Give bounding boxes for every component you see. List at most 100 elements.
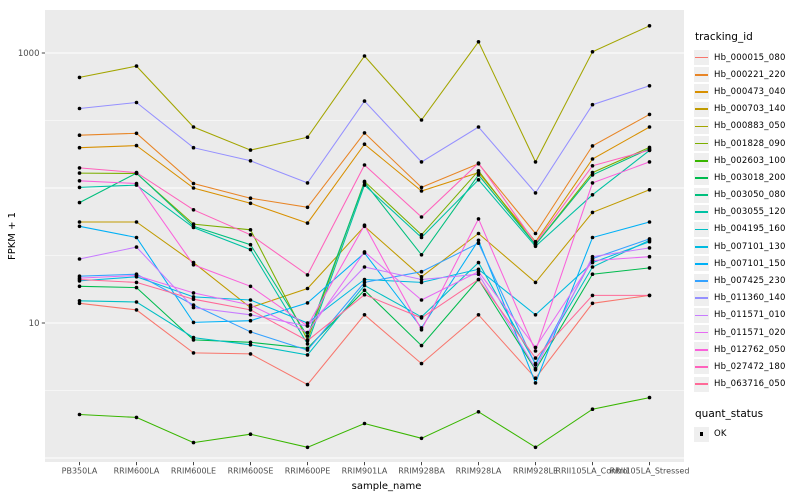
data-point: [590, 173, 595, 177]
x-tick-label: RRIM600SE: [228, 467, 274, 476]
legend-item-Hb_001828_090: Hb_001828_090: [694, 135, 800, 152]
data-point: [134, 280, 139, 285]
data-point: [590, 144, 595, 148]
legend-item-Hb_011571_020: Hb_011571_020: [694, 324, 800, 341]
data-point: [305, 353, 310, 357]
legend-item-Hb_007425_230: Hb_007425_230: [694, 272, 800, 289]
data-point: [647, 246, 652, 250]
data-point: [647, 220, 652, 224]
data-point: [533, 381, 538, 385]
data-point: [590, 235, 595, 240]
data-point: [362, 163, 367, 167]
data-point: [362, 223, 367, 227]
data-point: [647, 395, 652, 400]
legend-line-sample: [695, 228, 708, 231]
data-point: [77, 166, 82, 170]
data-point: [419, 235, 424, 240]
data-point: [419, 275, 424, 279]
legend-key-swatch: [694, 273, 709, 289]
legend-line-sample: [695, 177, 708, 179]
data-point: [533, 244, 538, 249]
data-point: [77, 179, 82, 183]
data-point: [134, 235, 139, 240]
legend-item-label: Hb_007425_230: [714, 276, 786, 287]
data-point: [248, 352, 253, 356]
data-point: [476, 313, 481, 317]
data-point: [533, 376, 538, 381]
data-point: [419, 215, 424, 219]
data-point: [248, 308, 253, 312]
legend-item-Hb_000221_220: Hb_000221_220: [694, 66, 800, 83]
data-point: [134, 131, 139, 136]
data-point: [590, 102, 595, 107]
legend-line-sample: [695, 142, 708, 145]
data-point: [134, 308, 139, 312]
x-tick-label: RRIM928LA: [456, 467, 502, 476]
data-point: [362, 250, 367, 254]
legend-line-sample: [695, 383, 708, 386]
legend-panel: tracking_id Hb_000015_080 Hb_000221_220 Hb…: [694, 31, 800, 443]
legend-item-quant-OK: OK: [694, 426, 800, 443]
data-point: [647, 148, 652, 152]
data-point: [590, 210, 595, 215]
data-point: [419, 298, 424, 302]
data-point: [191, 263, 196, 267]
data-point: [476, 173, 481, 177]
data-point: [647, 160, 652, 164]
data-point: [248, 330, 253, 334]
legend-line-sample: [695, 194, 708, 196]
legend-item-Hb_007101_130: Hb_007101_130: [694, 238, 800, 255]
data-point: [419, 118, 424, 122]
data-point: [419, 160, 424, 164]
legend-item-label: Hb_000703_140: [714, 104, 786, 115]
legend-key-swatch: [694, 307, 709, 323]
data-point: [419, 189, 424, 193]
legend-key-swatch: [694, 256, 709, 272]
data-point: [77, 75, 82, 80]
legend-line-sample: [695, 348, 708, 351]
data-point: [248, 303, 253, 307]
legend-key-swatch: [694, 136, 709, 152]
data-point: [590, 272, 595, 277]
legend-key-swatch: [694, 221, 709, 237]
data-point: [476, 178, 481, 182]
data-point: [362, 292, 367, 297]
legend-key-swatch: [694, 290, 709, 306]
data-point: [77, 412, 82, 417]
data-point: [476, 231, 481, 236]
legend-line-sample: [695, 331, 708, 334]
data-point: [362, 265, 367, 269]
data-point: [533, 345, 538, 350]
data-point: [248, 159, 253, 163]
legend-item-Hb_011571_010: Hb_011571_010: [694, 307, 800, 324]
data-point: [419, 185, 424, 190]
legend-key-swatch: [694, 153, 709, 169]
legend-key-swatch: [694, 101, 709, 117]
data-point: [362, 280, 367, 285]
legend-key-swatch: [694, 359, 709, 375]
legend-key-swatch: [694, 170, 709, 186]
data-point: [305, 181, 310, 185]
legend-item-label: Hb_002603_100: [714, 155, 786, 166]
data-point: [191, 297, 196, 302]
data-point: [362, 180, 367, 185]
data-point: [248, 298, 253, 302]
data-point: [647, 24, 652, 28]
data-point: [77, 106, 82, 111]
data-point: [134, 100, 139, 105]
legend-item-label: OK: [714, 429, 727, 440]
data-point: [191, 225, 196, 230]
data-point: [419, 253, 424, 257]
legend-key-swatch: [694, 325, 709, 341]
data-point: [590, 164, 595, 168]
legend-line-sample: [695, 56, 708, 59]
legend-item-label: Hb_003055_120: [714, 207, 786, 218]
data-point: [191, 181, 196, 186]
data-point: [305, 445, 310, 450]
data-point: [77, 301, 82, 306]
data-point: [191, 145, 196, 150]
data-point: [134, 285, 139, 290]
data-point: [362, 313, 367, 317]
data-point: [647, 188, 652, 192]
data-point: [590, 181, 595, 185]
